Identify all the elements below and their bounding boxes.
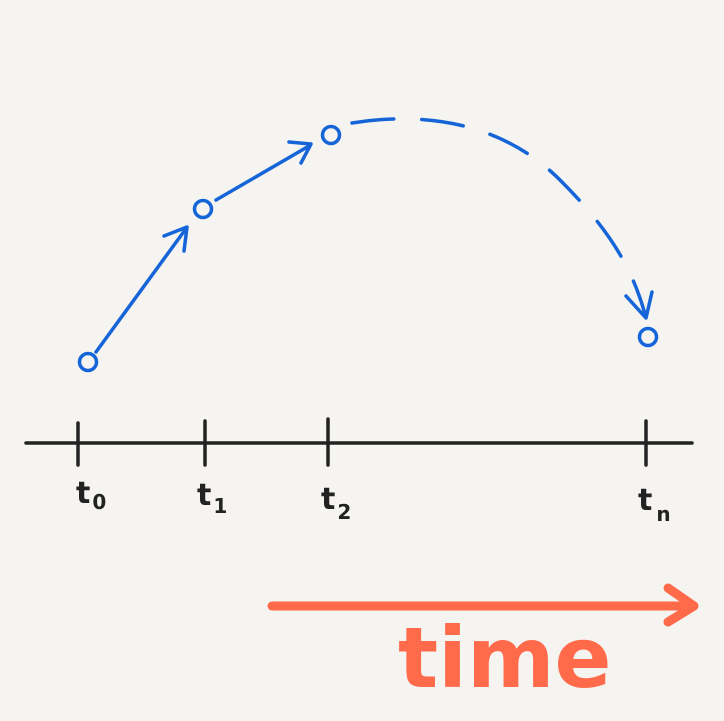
dashed-curve-t2-tn xyxy=(350,117,647,316)
timeline-axis xyxy=(24,417,694,467)
trajectory-points xyxy=(77,124,659,373)
time-arrow xyxy=(267,583,699,627)
trajectory xyxy=(94,117,654,354)
arrow-head-t1-t2 xyxy=(287,140,313,165)
point-tn xyxy=(637,326,659,348)
arrow-t0-t1 xyxy=(94,228,187,354)
arrow-head-t2-tn xyxy=(624,290,654,320)
point-t2 xyxy=(320,124,342,146)
arrow-head-t0-t1 xyxy=(162,225,189,253)
point-t0 xyxy=(77,351,99,373)
time-arrow-head xyxy=(663,583,699,627)
time-label: time xyxy=(398,609,611,707)
point-t1 xyxy=(192,198,214,220)
arrow-t1-t2 xyxy=(214,144,311,202)
